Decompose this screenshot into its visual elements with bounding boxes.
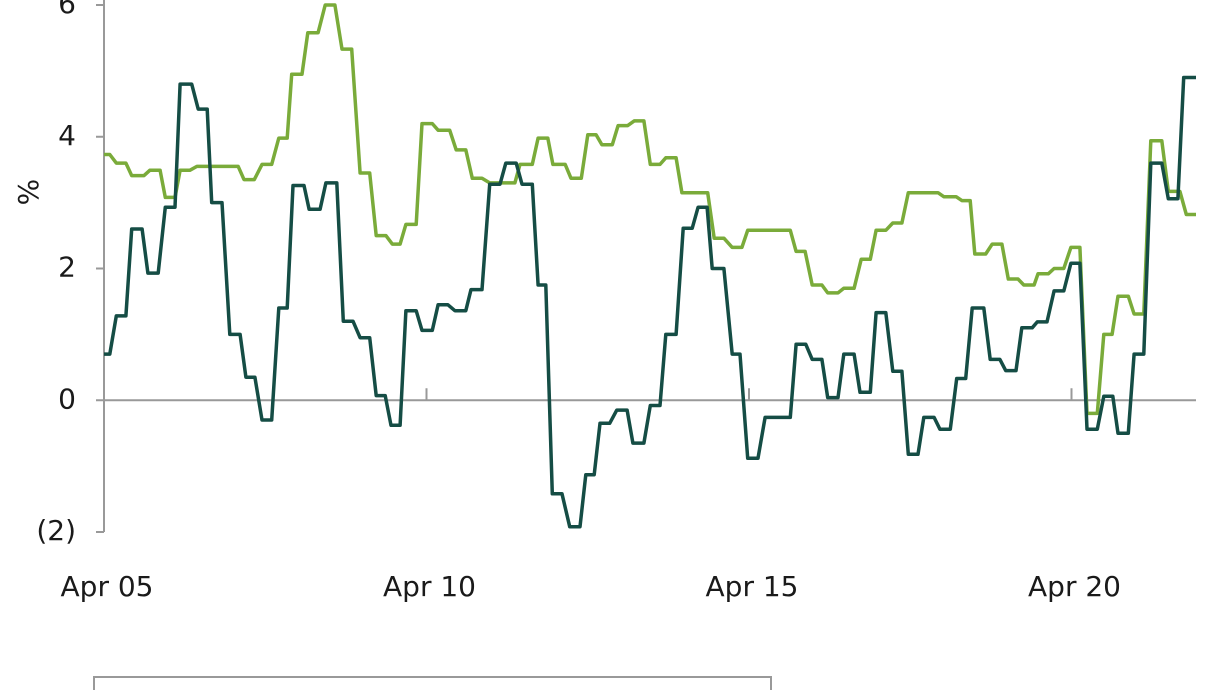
y-tick-label: (2)	[36, 514, 76, 547]
x-tick-label: Apr 10	[383, 570, 476, 603]
legend-box	[93, 676, 772, 694]
y-tick-label: 2	[58, 251, 76, 284]
x-tick-label: Apr 15	[706, 570, 799, 603]
y-tick-label: 6	[58, 0, 76, 20]
y-tick-label: 4	[58, 119, 76, 152]
x-tick-label: Apr 20	[1028, 570, 1121, 603]
x-tick-label: Apr 05	[61, 570, 154, 603]
y-axis-label: %	[12, 179, 45, 206]
series-line	[104, 75, 1196, 529]
y-tick-label: 0	[58, 382, 76, 415]
series-line	[104, 3, 1196, 416]
